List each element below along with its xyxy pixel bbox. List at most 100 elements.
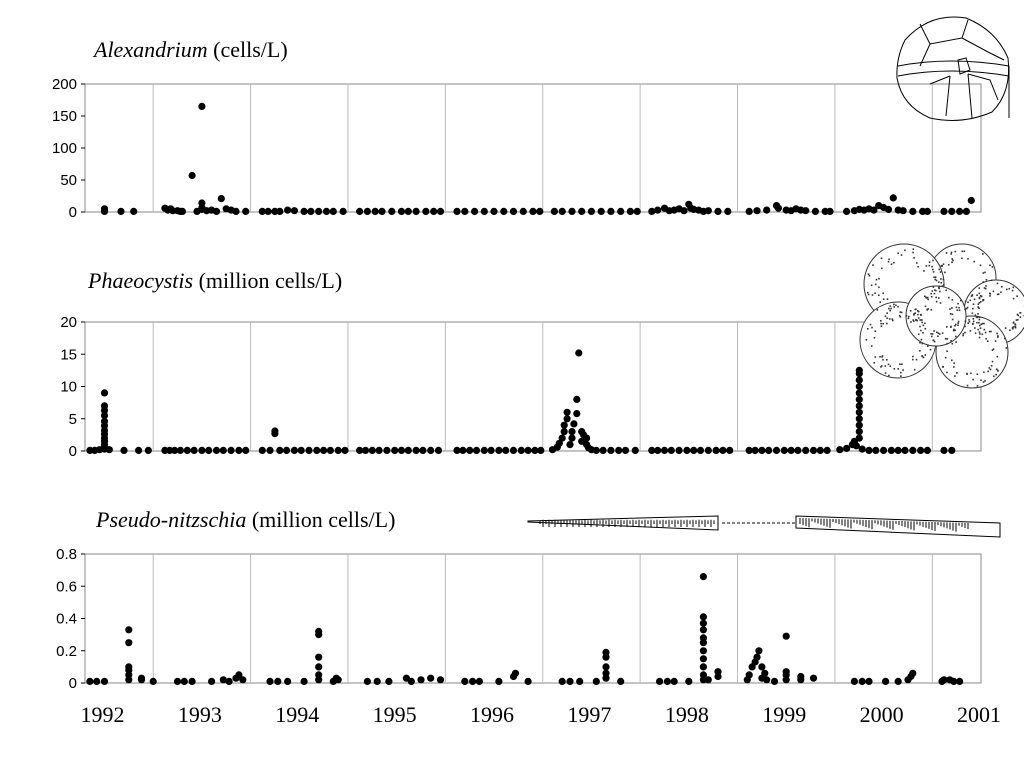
alexandrium-data-point <box>745 207 753 215</box>
alexandrium-data-point <box>899 207 907 215</box>
year-label: 1992 <box>80 702 124 727</box>
phaeocystis-data-point <box>852 442 860 450</box>
alexandrium-data-point <box>884 205 893 213</box>
phaeocystis-plot-frame <box>84 321 982 452</box>
phaeocystis-data-point <box>855 421 863 429</box>
pseudo-nitzschia-data-point <box>782 632 790 640</box>
stipple-dot <box>900 254 903 256</box>
pseudo-nitzschia-data-point <box>274 677 282 686</box>
alexandrium-data-point <box>843 207 851 215</box>
pseudo-nitzschia-data-point <box>315 671 323 679</box>
stipple-dot <box>893 306 895 308</box>
alexandrium-data-point <box>529 207 537 215</box>
pseudo-nitzschia-data-point <box>809 674 818 682</box>
stipple-dot <box>996 332 998 335</box>
stipple-dot <box>932 271 935 273</box>
stipple-dot <box>974 327 976 329</box>
phaeocystis-data-point <box>940 446 948 454</box>
stipple-dot <box>981 322 984 325</box>
phaeocystis-colony-drawing <box>859 243 1024 389</box>
stipple-dot <box>953 362 955 364</box>
pseudo-nitzschia-data-point <box>699 613 708 621</box>
phaeocystis-data-point <box>751 446 759 454</box>
pseudo-nitzschia-data-point <box>894 677 902 686</box>
pseudo-nitzschia-data-point <box>761 669 769 677</box>
year-label: 1997 <box>567 702 611 727</box>
pseudo-nitzschia-data-point <box>86 677 94 686</box>
phaeocystis-data-point <box>560 428 568 436</box>
stipple-dot <box>939 302 942 304</box>
alexandrium-data-point <box>307 207 315 215</box>
pseudo-nitzschia-data-point <box>763 676 771 684</box>
stipple-dot <box>974 314 977 316</box>
stipple-dot <box>1014 326 1017 328</box>
alexandrium-y-tick-label: 0 <box>69 204 77 221</box>
stipple-dot <box>972 303 975 305</box>
pseudo-nitzschia-data-point <box>511 669 520 677</box>
phaeocystis-data-point <box>453 446 461 454</box>
stipple-dot <box>979 264 982 267</box>
stipple-dot <box>983 287 986 289</box>
alexandrium-data-point <box>212 207 221 215</box>
alexandrium-data-point <box>453 207 461 215</box>
stipple-dot <box>997 293 1000 295</box>
stipple-dot <box>899 316 902 318</box>
pseudo-nitzschia-data-point <box>685 677 693 686</box>
alexandrium-data-point <box>626 207 635 215</box>
phaeocystis-data-point <box>772 446 781 454</box>
stipple-dot <box>995 368 998 370</box>
stipple-dot <box>1016 313 1019 316</box>
pseudo-nitzschia-data-point <box>745 671 753 679</box>
alexandrium-data-point <box>967 196 975 205</box>
alexandrium-data-point <box>889 194 897 202</box>
stipple-dot <box>951 342 954 345</box>
phaeocystis-data-point <box>894 446 902 454</box>
phaeocystis-data-point <box>419 446 427 454</box>
phaeocystis-data-point <box>648 446 656 454</box>
phaeocystis-data-point <box>855 402 863 410</box>
stipple-dot <box>932 339 935 342</box>
pseudo-nitzschia-data-point <box>602 648 610 657</box>
phaeocystis-data-point <box>334 446 342 454</box>
pseudo-nitzschia-data-point <box>315 653 323 661</box>
alexandrium-data-point <box>388 207 396 215</box>
stipple-dot <box>925 297 928 299</box>
alexandrium-data-point <box>100 207 109 215</box>
pseudo-nitzschia-data-point <box>427 674 435 682</box>
stipple-dot <box>977 303 980 305</box>
stipple-dot <box>914 312 917 314</box>
stipple-dot <box>939 271 942 273</box>
stipple-dot <box>880 365 883 367</box>
stipple-dot <box>955 335 957 338</box>
stipple-dot <box>985 337 987 340</box>
stipple-dot <box>982 299 984 302</box>
stipple-dot <box>965 307 968 310</box>
alexandrium-data-point <box>412 207 420 215</box>
pseudo-nitzschia-data-point <box>699 619 708 627</box>
phaeocystis-data-point <box>872 446 880 454</box>
phaeocystis-y-tick-label: 0 <box>69 443 77 460</box>
phaeocystis-data-point <box>726 446 734 454</box>
stipple-dot <box>888 318 891 320</box>
stipple-dot <box>1011 327 1014 329</box>
phaeocystis-data-point <box>683 446 691 454</box>
phaeocystis-data-point <box>654 446 662 454</box>
stipple-dot <box>1017 319 1019 321</box>
pseudo-nitzschia-data-point <box>363 677 371 686</box>
stipple-dot <box>989 368 992 371</box>
phaeocystis-data-point <box>495 446 503 454</box>
alexandrium-data-point <box>500 207 508 215</box>
stipple-dot <box>924 322 926 325</box>
stipple-dot <box>915 308 917 310</box>
stipple-dot <box>953 328 955 331</box>
alexandrium-data-point <box>188 171 196 180</box>
stipple-dot <box>937 335 939 337</box>
stipple-dot <box>913 314 915 316</box>
stipple-dot <box>978 321 980 324</box>
stipple-dot <box>893 368 896 370</box>
alexandrium-plot: 0 50 100 150 200 <box>52 76 982 221</box>
pseudo-nitzschia-chain-drawing <box>527 515 1001 538</box>
stipple-dot <box>926 296 929 299</box>
pseudo-nitzschia-data-point <box>950 677 958 686</box>
stipple-dot <box>1019 316 1022 318</box>
